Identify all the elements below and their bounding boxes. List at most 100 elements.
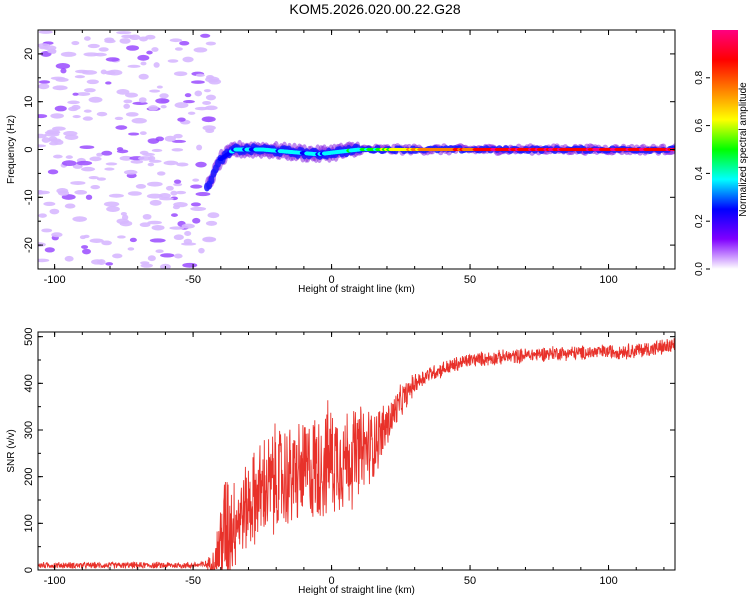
noise-blob bbox=[206, 75, 214, 80]
noise-blob bbox=[205, 94, 217, 101]
noise-blob bbox=[174, 102, 189, 109]
colorbar-label: Normalized spectral amplitude bbox=[738, 82, 749, 217]
noise-blob bbox=[139, 131, 147, 136]
noise-blob bbox=[183, 100, 195, 104]
noise-blob bbox=[117, 235, 126, 239]
noise-blob bbox=[41, 137, 51, 143]
noise-blob bbox=[156, 85, 163, 89]
noise-blob bbox=[190, 206, 207, 211]
noise-blob bbox=[104, 37, 115, 42]
noise-blob bbox=[44, 247, 55, 253]
snr-series-line bbox=[38, 338, 675, 570]
noise-blob bbox=[88, 96, 103, 103]
noise-blob bbox=[173, 133, 183, 139]
noise-blob bbox=[64, 203, 76, 209]
noise-blob bbox=[205, 128, 215, 134]
noise-blob bbox=[38, 242, 46, 247]
noise-blob bbox=[160, 253, 175, 258]
noise-blob bbox=[70, 181, 86, 185]
noise-blob bbox=[153, 62, 160, 68]
spectrogram-image bbox=[38, 30, 675, 269]
noise-blob bbox=[123, 99, 133, 104]
x-tick-label: 0 bbox=[329, 274, 335, 286]
noise-blob bbox=[202, 100, 212, 105]
noise-blob bbox=[38, 213, 47, 218]
noise-blob bbox=[131, 117, 147, 124]
noise-blob bbox=[119, 155, 133, 161]
noise-blob bbox=[43, 201, 56, 206]
noise-blob bbox=[138, 97, 147, 103]
noise-blob bbox=[140, 261, 150, 265]
noise-blob bbox=[170, 190, 178, 196]
x-tick-label: 100 bbox=[599, 274, 617, 286]
noise-blob bbox=[147, 220, 162, 225]
noise-blob bbox=[68, 106, 79, 112]
noise-blob bbox=[190, 80, 205, 84]
noise-blob bbox=[156, 171, 166, 176]
noise-blob bbox=[151, 224, 165, 231]
noise-blob bbox=[100, 69, 107, 75]
noise-blob bbox=[148, 159, 162, 163]
y-tick-label: -20 bbox=[23, 237, 35, 253]
noise-blob bbox=[130, 159, 144, 164]
noise-blob bbox=[163, 160, 179, 166]
colorbar-tick-label: 0.2 bbox=[694, 214, 705, 228]
noise-blob bbox=[208, 78, 218, 83]
noise-blob bbox=[48, 136, 58, 142]
colorbar: 0.0 0.2 0.4 0.6 0.8 Normalized spectral ampli… bbox=[694, 30, 749, 276]
noise-blob bbox=[105, 162, 118, 166]
noise-blob bbox=[169, 38, 183, 43]
noise-blob bbox=[123, 169, 138, 175]
noise-blob bbox=[67, 100, 80, 105]
noise-blob bbox=[57, 190, 70, 196]
figure-title: KOM5.2026.020.00.22.G28 bbox=[289, 1, 461, 17]
noise-blob bbox=[55, 63, 71, 69]
noise-blob bbox=[47, 169, 59, 175]
noise-blob bbox=[97, 259, 106, 266]
noise-blob bbox=[103, 201, 120, 207]
noise-blob bbox=[171, 139, 187, 143]
noise-blob bbox=[155, 98, 170, 104]
x-tick-label: 50 bbox=[464, 575, 476, 587]
noise-blob bbox=[82, 248, 91, 255]
y-tick-label: 300 bbox=[23, 421, 35, 439]
noise-blob bbox=[192, 217, 201, 224]
noise-blob bbox=[96, 111, 108, 117]
noise-blob bbox=[96, 152, 103, 157]
noise-blob bbox=[147, 162, 155, 167]
colorbar-gradient bbox=[712, 30, 738, 269]
noise-blob bbox=[127, 64, 141, 68]
noise-blob bbox=[38, 258, 50, 263]
noise-blob bbox=[132, 101, 148, 105]
noise-blob bbox=[83, 109, 92, 113]
noise-blob bbox=[173, 182, 183, 187]
noise-blob bbox=[123, 103, 131, 109]
noise-blob bbox=[203, 89, 211, 93]
noise-blob bbox=[89, 156, 102, 162]
y-tick-label: 0 bbox=[23, 567, 35, 573]
noise-blob bbox=[184, 231, 192, 237]
noise-blob bbox=[83, 36, 91, 41]
noise-blob bbox=[41, 228, 53, 233]
noise-blob bbox=[72, 216, 88, 222]
noise-blob bbox=[195, 192, 211, 197]
noise-blob bbox=[179, 40, 190, 46]
noise-blob bbox=[81, 245, 89, 249]
noise-blob bbox=[155, 136, 165, 142]
noise-blob bbox=[207, 212, 220, 219]
noise-blob bbox=[101, 150, 113, 156]
noise-blob bbox=[38, 83, 50, 90]
noise-blob bbox=[171, 148, 184, 152]
noise-blob bbox=[76, 160, 93, 166]
noise-blob bbox=[164, 135, 176, 142]
noise-blob bbox=[107, 69, 123, 76]
noise-blob bbox=[195, 161, 207, 168]
noise-blob bbox=[169, 226, 185, 230]
noise-blob bbox=[38, 114, 48, 119]
noise-blob bbox=[140, 61, 147, 66]
noise-blob bbox=[190, 202, 201, 207]
y-tick-label: 400 bbox=[23, 374, 35, 392]
noise-blob bbox=[149, 89, 161, 93]
noise-blob bbox=[151, 47, 159, 52]
